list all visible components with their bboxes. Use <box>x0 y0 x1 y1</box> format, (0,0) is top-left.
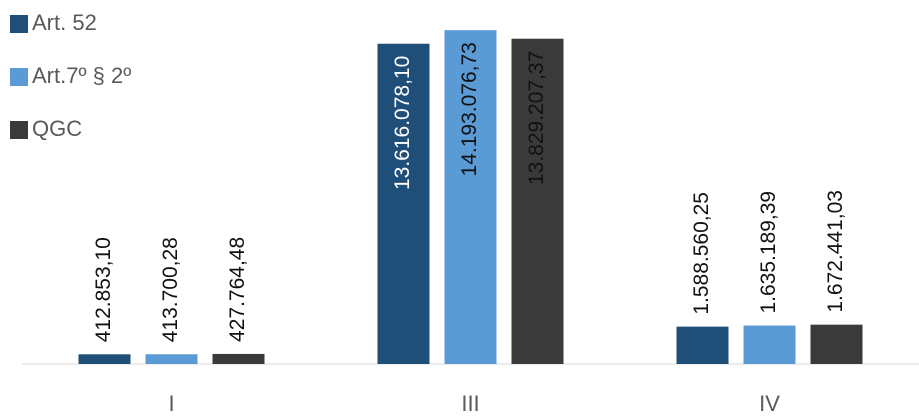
data-label: 427.764,48 <box>226 237 249 342</box>
data-label: 13.829.207,37 <box>525 51 548 185</box>
bar <box>444 30 497 365</box>
bar <box>676 326 729 364</box>
bar <box>511 38 564 364</box>
legend-swatch <box>10 68 28 86</box>
data-label: 1.635.189,39 <box>757 191 780 314</box>
data-label: 413.700,28 <box>159 237 182 342</box>
bar <box>743 325 796 364</box>
bar <box>145 354 198 364</box>
data-label: 1.672.441,03 <box>824 190 847 313</box>
bar <box>810 324 863 364</box>
data-label: 1.588.560,25 <box>690 192 713 315</box>
data-label: 412.853,10 <box>92 237 115 342</box>
data-label: 14.193.076,73 <box>458 42 481 176</box>
x-tick-label: IV <box>759 391 780 416</box>
legend-swatch <box>10 121 28 139</box>
x-tick-label: I <box>168 391 174 416</box>
bar <box>212 353 265 364</box>
legend-label: Art. 52 <box>32 10 97 35</box>
data-label: 13.616.078,10 <box>391 56 414 190</box>
bar <box>377 43 430 365</box>
legend-swatch <box>10 15 28 33</box>
x-tick-label: III <box>461 391 479 416</box>
bar <box>78 354 131 364</box>
legend-label: QGC <box>32 116 82 141</box>
legend-label: Art.7º § 2º <box>32 63 131 88</box>
